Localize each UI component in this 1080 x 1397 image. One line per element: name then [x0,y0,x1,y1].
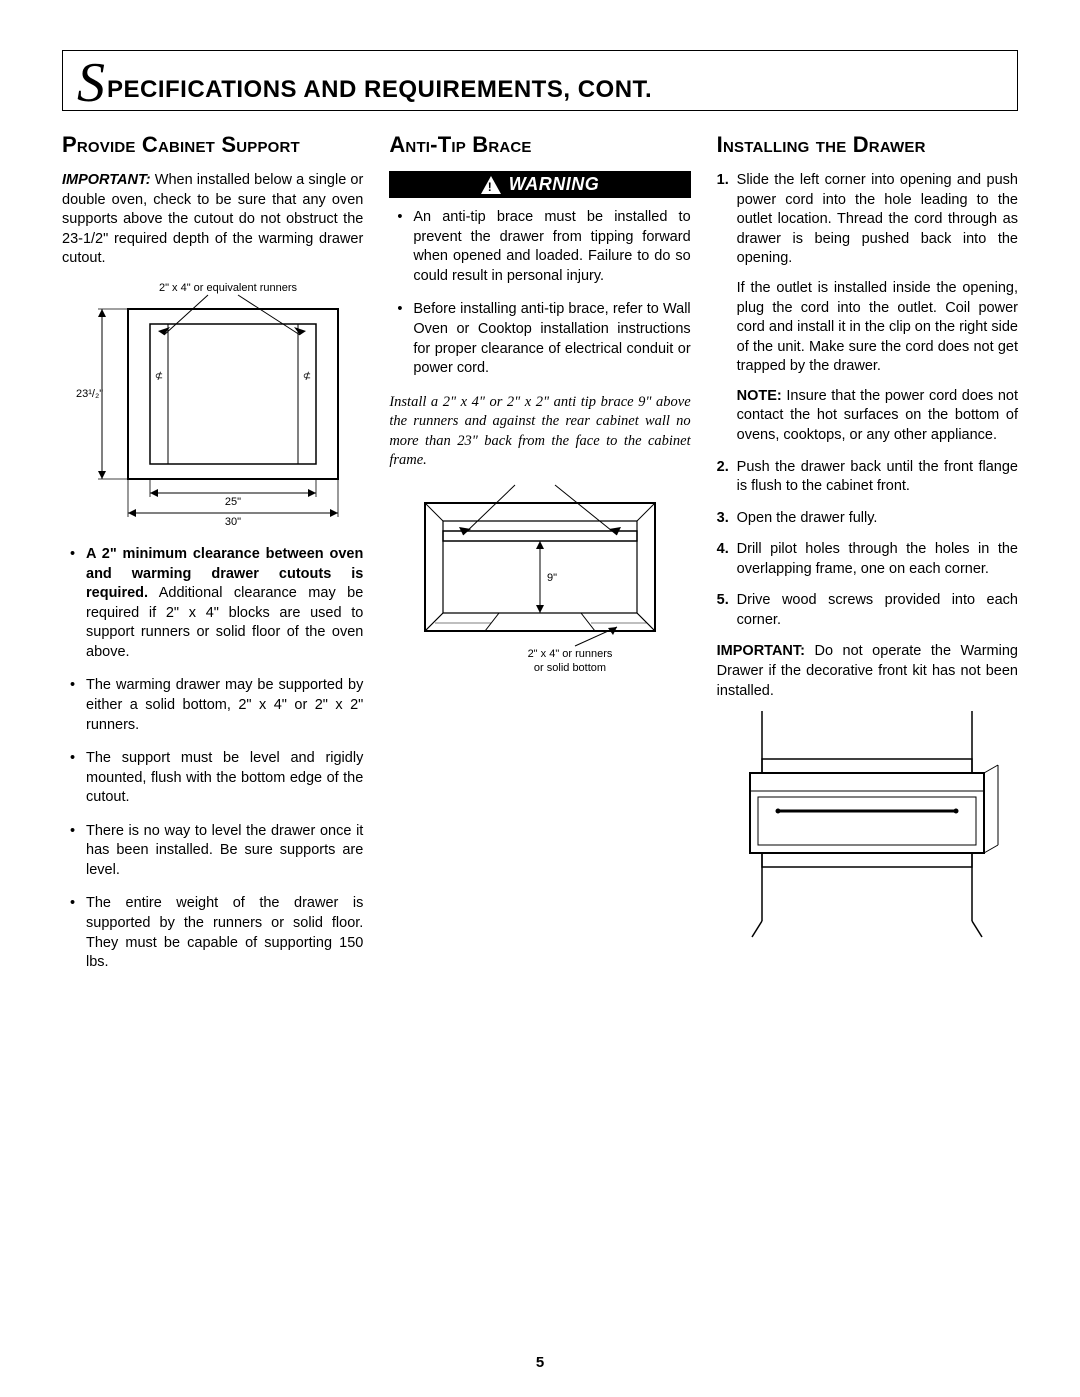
col-install-drawer: Installing the Drawer Slide the left cor… [717,133,1018,987]
svg-text:30": 30" [225,516,241,528]
list-item: Open the drawer fully. [717,509,1018,529]
heading-anti-tip: Anti-Tip Brace [389,133,690,157]
heading-cabinet-support: Provide Cabinet Support [62,133,363,157]
runner-caption: 2" x 4" or equivalent runners [159,282,298,294]
col-cabinet-support: Provide Cabinet Support IMPORTANT: When … [62,133,363,987]
warning-bullets: An anti-tip brace must be installed to p… [389,208,690,379]
warning-bar: WARNING [389,171,690,198]
content-columns: Provide Cabinet Support IMPORTANT: When … [62,133,1018,987]
col-anti-tip: Anti-Tip Brace WARNING An anti-tip brace… [389,133,690,987]
title-initial: S [77,61,105,106]
brace-note: Install a 2" x 4" or 2" x 2" anti tip br… [389,393,690,471]
list-item: An anti-tip brace must be installed to p… [403,208,690,286]
svg-text:9": 9" [547,572,557,584]
list-item: Push the drawer back until the front fla… [717,458,1018,497]
list-item: Before installing anti-tip brace, refer … [403,300,690,378]
page-title-box: S PECIFICATIONS AND REQUIREMENTS, CONT. [62,50,1018,111]
list-item: Drive wood screws provided into each cor… [717,591,1018,630]
list-item: The support must be level and rigidly mo… [76,749,363,808]
manual-page: S PECIFICATIONS AND REQUIREMENTS, CONT. … [0,0,1080,1397]
brace-diagram: 9" 2" x 4" or runners or solid bottom [389,481,690,681]
svg-text:⊄: ⊄ [302,371,310,382]
warning-icon [481,176,501,194]
svg-text:⊄: ⊄ [154,371,162,382]
list-item: A 2" minimum clearance between oven and … [76,545,363,662]
list-item: There is no way to level the drawer once… [76,822,363,881]
drawer-important: IMPORTANT: Do not operate the Warming Dr… [717,642,1018,701]
page-number: 5 [0,1354,1080,1371]
drawer-diagram [717,711,1018,941]
important-label: IMPORTANT: [62,172,151,188]
cabinet-important: IMPORTANT: When installed below a single… [62,171,363,269]
svg-text:23¹/₂": 23¹/₂" [76,388,103,400]
svg-text:25": 25" [225,496,241,508]
svg-text:2" x 4" or runners: 2" x 4" or runners [528,648,613,660]
title-text: PECIFICATIONS AND REQUIREMENTS, CONT. [107,76,652,104]
cabinet-diagram: 2" x 4" or equivalent runners ⊄ ⊄ [62,279,363,529]
warning-label: WARNING [509,174,600,195]
list-item: Slide the left corner into opening and p… [717,171,1018,445]
cabinet-bullets: A 2" minimum clearance between oven and … [62,545,363,973]
heading-install-drawer: Installing the Drawer [717,133,1018,157]
list-item: The warming drawer may be supported by e… [76,676,363,735]
svg-text:or solid bottom: or solid bottom [534,662,606,674]
list-item: The entire weight of the drawer is suppo… [76,894,363,972]
list-item: Drill pilot holes through the holes in t… [717,540,1018,579]
install-steps: Slide the left corner into opening and p… [717,171,1018,630]
